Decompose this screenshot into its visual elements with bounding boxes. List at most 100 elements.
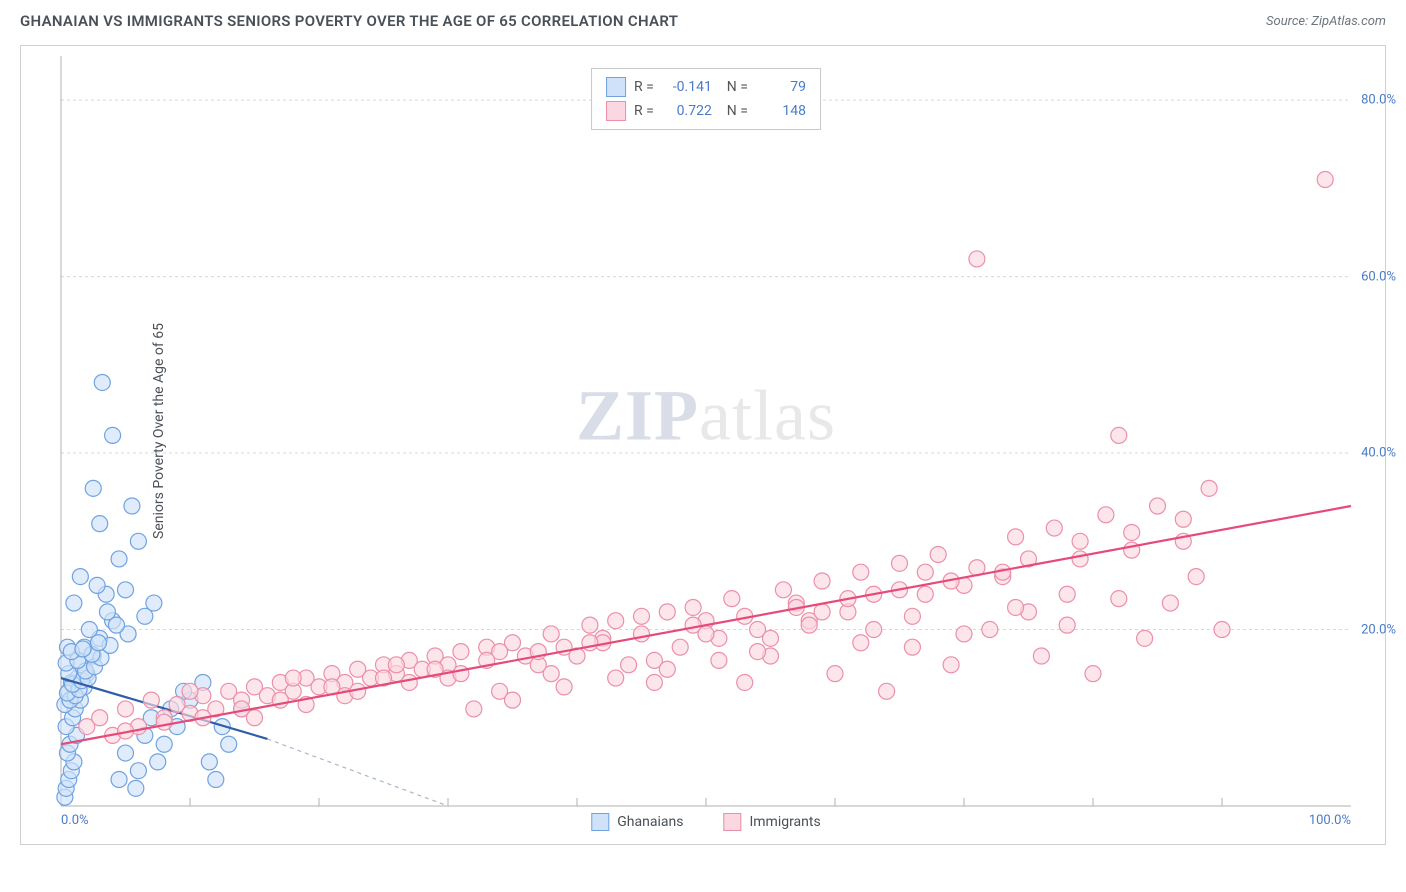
data-point <box>118 745 134 761</box>
source-attribution: Source: ZipAtlas.com <box>1266 14 1386 29</box>
data-point <box>556 679 572 695</box>
data-point <box>130 763 146 779</box>
data-point <box>1008 529 1024 545</box>
data-point <box>90 635 106 651</box>
data-point <box>128 780 144 796</box>
data-point <box>814 604 830 620</box>
correlation-stats-box: R =-0.141 N =79R =0.722 N =148 <box>591 68 821 130</box>
data-point <box>247 710 263 726</box>
stats-r-value: 0.722 <box>662 103 712 119</box>
data-point <box>724 591 740 607</box>
data-point <box>659 661 675 677</box>
data-point <box>917 564 933 580</box>
data-point <box>956 626 972 642</box>
legend-swatch <box>606 101 626 121</box>
data-point <box>904 608 920 624</box>
y-axis-label: Seniors Poverty Over the Age of 65 <box>151 323 167 539</box>
data-point <box>1033 648 1049 664</box>
data-point <box>853 635 869 651</box>
data-point <box>1188 569 1204 585</box>
data-point <box>466 701 482 717</box>
data-point <box>94 374 110 390</box>
data-point <box>92 516 108 532</box>
data-point <box>866 622 882 638</box>
data-point <box>1098 507 1114 523</box>
data-point <box>99 604 115 620</box>
stats-row: R =0.722 N =148 <box>606 99 806 123</box>
data-point <box>118 701 134 717</box>
data-point <box>543 666 559 682</box>
data-point <box>92 710 108 726</box>
data-point <box>685 599 701 615</box>
data-point <box>943 657 959 673</box>
legend-swatch <box>606 77 626 97</box>
data-point <box>1059 617 1075 633</box>
data-point <box>1124 524 1140 540</box>
data-point <box>930 547 946 563</box>
data-point <box>1175 511 1191 527</box>
data-point <box>737 674 753 690</box>
data-point <box>143 692 159 708</box>
data-point <box>1317 172 1333 188</box>
data-point <box>982 622 998 638</box>
bottom-legend: Ghanaians Immigrants <box>591 813 820 831</box>
data-point <box>904 639 920 655</box>
y-tick-label: 40.0% <box>1361 446 1396 461</box>
legend-item: Ghanaians <box>591 813 683 831</box>
data-point <box>621 657 637 673</box>
data-point <box>750 644 766 660</box>
data-point <box>85 480 101 496</box>
data-point <box>827 666 843 682</box>
data-point <box>711 652 727 668</box>
data-point <box>146 595 162 611</box>
data-point <box>111 551 127 567</box>
data-point <box>156 714 172 730</box>
data-point <box>124 498 140 514</box>
data-point <box>608 670 624 686</box>
data-point <box>1162 595 1178 611</box>
data-point <box>118 582 134 598</box>
data-point <box>1137 630 1153 646</box>
data-point <box>892 555 908 571</box>
trend-line-extrapolation <box>267 739 448 806</box>
data-point <box>543 626 559 642</box>
data-point <box>208 772 224 788</box>
scatter-plot-svg <box>61 56 1351 806</box>
data-point <box>775 582 791 598</box>
data-point <box>763 630 779 646</box>
data-point <box>1111 427 1127 443</box>
data-point <box>1111 591 1127 607</box>
data-point <box>1072 533 1088 549</box>
chart-container: ZIPatlas Seniors Poverty Over the Age of… <box>20 45 1386 845</box>
data-point <box>505 692 521 708</box>
data-point <box>1046 520 1062 536</box>
data-point <box>89 577 105 593</box>
data-point <box>1072 551 1088 567</box>
data-point <box>150 754 166 770</box>
data-point <box>453 644 469 660</box>
data-point <box>608 613 624 629</box>
legend-item: Immigrants <box>723 813 820 831</box>
data-point <box>401 674 417 690</box>
stats-r-label: R = <box>634 103 654 119</box>
data-point <box>582 617 598 633</box>
data-point <box>1008 599 1024 615</box>
data-point <box>388 657 404 673</box>
stats-n-label: N = <box>720 103 748 119</box>
legend-label: Immigrants <box>749 814 820 830</box>
y-tick-label: 60.0% <box>1361 269 1396 284</box>
data-point <box>72 569 88 585</box>
data-point <box>201 754 217 770</box>
data-point <box>1214 622 1230 638</box>
data-point <box>879 683 895 699</box>
legend-swatch <box>591 813 609 831</box>
data-point <box>685 617 701 633</box>
data-point <box>1085 666 1101 682</box>
legend-swatch <box>723 813 741 831</box>
data-point <box>659 604 675 620</box>
data-point <box>917 586 933 602</box>
y-tick-label: 80.0% <box>1361 93 1396 108</box>
stats-row: R =-0.141 N =79 <box>606 75 806 99</box>
data-point <box>1201 480 1217 496</box>
stats-r-value: -0.141 <box>662 79 712 95</box>
